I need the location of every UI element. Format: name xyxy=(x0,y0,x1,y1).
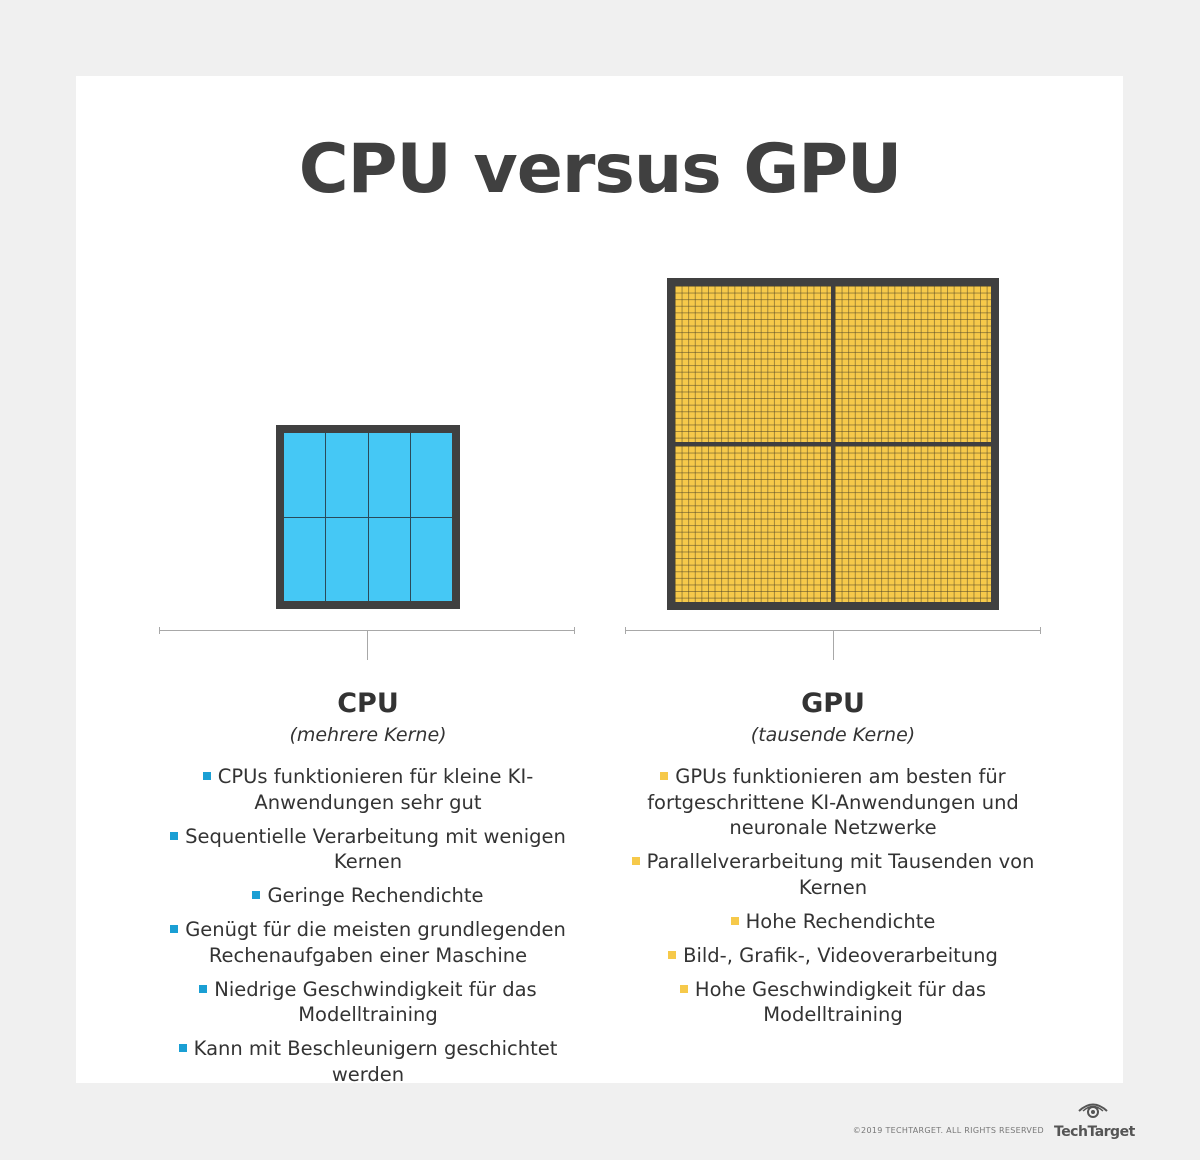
list-item: Genügt für die meisten grundlegenden Rec… xyxy=(148,917,588,968)
cpu-chip-graphic xyxy=(276,425,460,609)
square-bullet-icon xyxy=(178,1044,187,1052)
square-bullet-icon xyxy=(202,772,211,780)
cpu-core xyxy=(410,517,452,601)
square-bullet-icon xyxy=(631,857,640,865)
cpu-core xyxy=(368,433,410,517)
gpu-bracket xyxy=(625,627,1041,662)
cpu-bracket xyxy=(159,627,575,662)
square-bullet-icon xyxy=(730,916,739,925)
square-bullet-icon xyxy=(199,984,208,993)
cpu-core xyxy=(410,433,452,517)
square-bullet-icon xyxy=(170,831,179,840)
cpu-core xyxy=(368,517,410,601)
gpu-chip-graphic xyxy=(667,278,999,610)
cpu-cores-grid xyxy=(284,433,452,601)
cpu-subtitle: (mehrere Kerne) xyxy=(289,724,447,746)
list-item: Geringe Rechendichte xyxy=(148,883,588,909)
gpu-feature-list: GPUs funktionieren am besten für fortges… xyxy=(613,764,1053,1028)
list-item: GPUs funktionieren am besten für fortges… xyxy=(647,765,1019,839)
gpu-core-block xyxy=(835,446,991,602)
gpu-core-block xyxy=(675,446,831,602)
square-bullet-icon xyxy=(660,772,669,780)
square-bullet-icon xyxy=(170,925,179,933)
gpu-column: GPU (tausende Kerne) GPUs funktionieren … xyxy=(613,688,1053,1036)
eye-icon xyxy=(1078,1103,1108,1118)
cpu-core xyxy=(284,517,326,601)
gpu-core-block xyxy=(675,286,831,442)
footer: ©2019 TECHTARGET. ALL RIGHTS RESERVED Te… xyxy=(852,1100,1135,1140)
list-item: CPUs funktionieren für kleine KI-Anwendu… xyxy=(148,764,588,815)
gpu-cores-grid xyxy=(675,286,991,602)
techtarget-logo[interactable]: TechTarget xyxy=(1054,1100,1135,1140)
list-item: Kann mit Beschleunigern geschichtet werd… xyxy=(148,1036,588,1087)
cpu-heading: CPU xyxy=(337,688,399,719)
page-title: CPU versus GPU xyxy=(298,130,903,209)
cpu-core xyxy=(284,433,326,517)
list-item: Parallelverarbeitung mit Tausenden von K… xyxy=(613,849,1053,900)
list-item: Niedrige Geschwindigkeit für das Modellt… xyxy=(148,977,588,1028)
cpu-column: CPU (mehrere Kerne) CPUs funktionieren f… xyxy=(148,688,588,1096)
cpu-feature-list: CPUs funktionieren für kleine KI-Anwendu… xyxy=(148,764,588,1087)
list-item: Bild-, Grafik-, Videoverarbeitung xyxy=(613,943,1053,969)
square-bullet-icon xyxy=(668,950,677,959)
cpu-core xyxy=(326,517,368,601)
list-item: Hohe Geschwindigkeit für das Modelltrain… xyxy=(613,977,1053,1028)
gpu-core-block xyxy=(835,286,991,442)
square-bullet-icon xyxy=(679,984,688,993)
logo-wordmark: TechTarget xyxy=(1054,1124,1135,1140)
list-item: Hohe Rechendichte xyxy=(613,909,1053,935)
gpu-heading: GPU xyxy=(801,688,865,719)
gpu-subtitle: (tausende Kerne) xyxy=(750,724,916,746)
list-item: Sequentielle Verarbeitung mit wenigen Ke… xyxy=(148,824,588,875)
square-bullet-icon xyxy=(252,891,261,899)
cpu-core xyxy=(326,433,368,517)
copyright-text: ©2019 TECHTARGET. ALL RIGHTS RESERVED xyxy=(852,1126,1044,1135)
